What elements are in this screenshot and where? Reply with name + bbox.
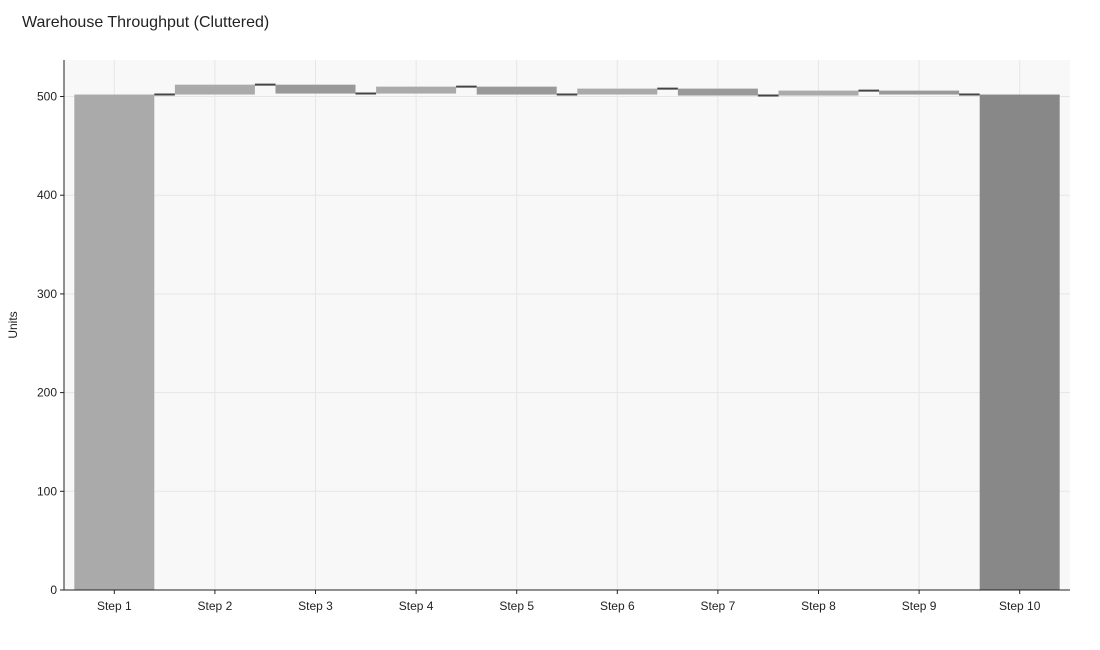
- y-tick-label: 0: [50, 583, 57, 597]
- x-tick-label: Step 9: [902, 599, 937, 613]
- x-tick-label: Step 6: [600, 599, 635, 613]
- y-axis-label: Units: [6, 311, 20, 338]
- y-tick-label: 100: [37, 484, 57, 498]
- plot-area: [64, 60, 1070, 590]
- x-tick-label: Step 1: [97, 599, 132, 613]
- bar-step-8: [778, 90, 859, 96]
- x-tick-label: Step 4: [399, 599, 434, 613]
- y-tick-label: 400: [37, 188, 57, 202]
- bar-step-6: [577, 88, 658, 95]
- bar-step-4: [376, 86, 457, 94]
- bar-step-2: [174, 84, 255, 95]
- x-tick-label: Step 8: [801, 599, 836, 613]
- bar-step-3: [275, 84, 356, 94]
- bar-step-10: [979, 94, 1060, 590]
- chart-title: Warehouse Throughput (Cluttered): [22, 14, 270, 31]
- x-tick-label: Step 10: [999, 599, 1041, 613]
- x-tick-label: Step 2: [198, 599, 233, 613]
- x-tick-label: Step 7: [701, 599, 736, 613]
- x-tick-label: Step 5: [499, 599, 534, 613]
- bar-step-9: [879, 90, 960, 95]
- bar-step-5: [476, 86, 557, 95]
- bar-step-7: [677, 88, 758, 96]
- y-tick-label: 300: [37, 287, 57, 301]
- y-tick-label: 200: [37, 386, 57, 400]
- x-tick-label: Step 3: [298, 599, 333, 613]
- y-tick-label: 500: [37, 90, 57, 104]
- bar-step-1: [74, 94, 155, 590]
